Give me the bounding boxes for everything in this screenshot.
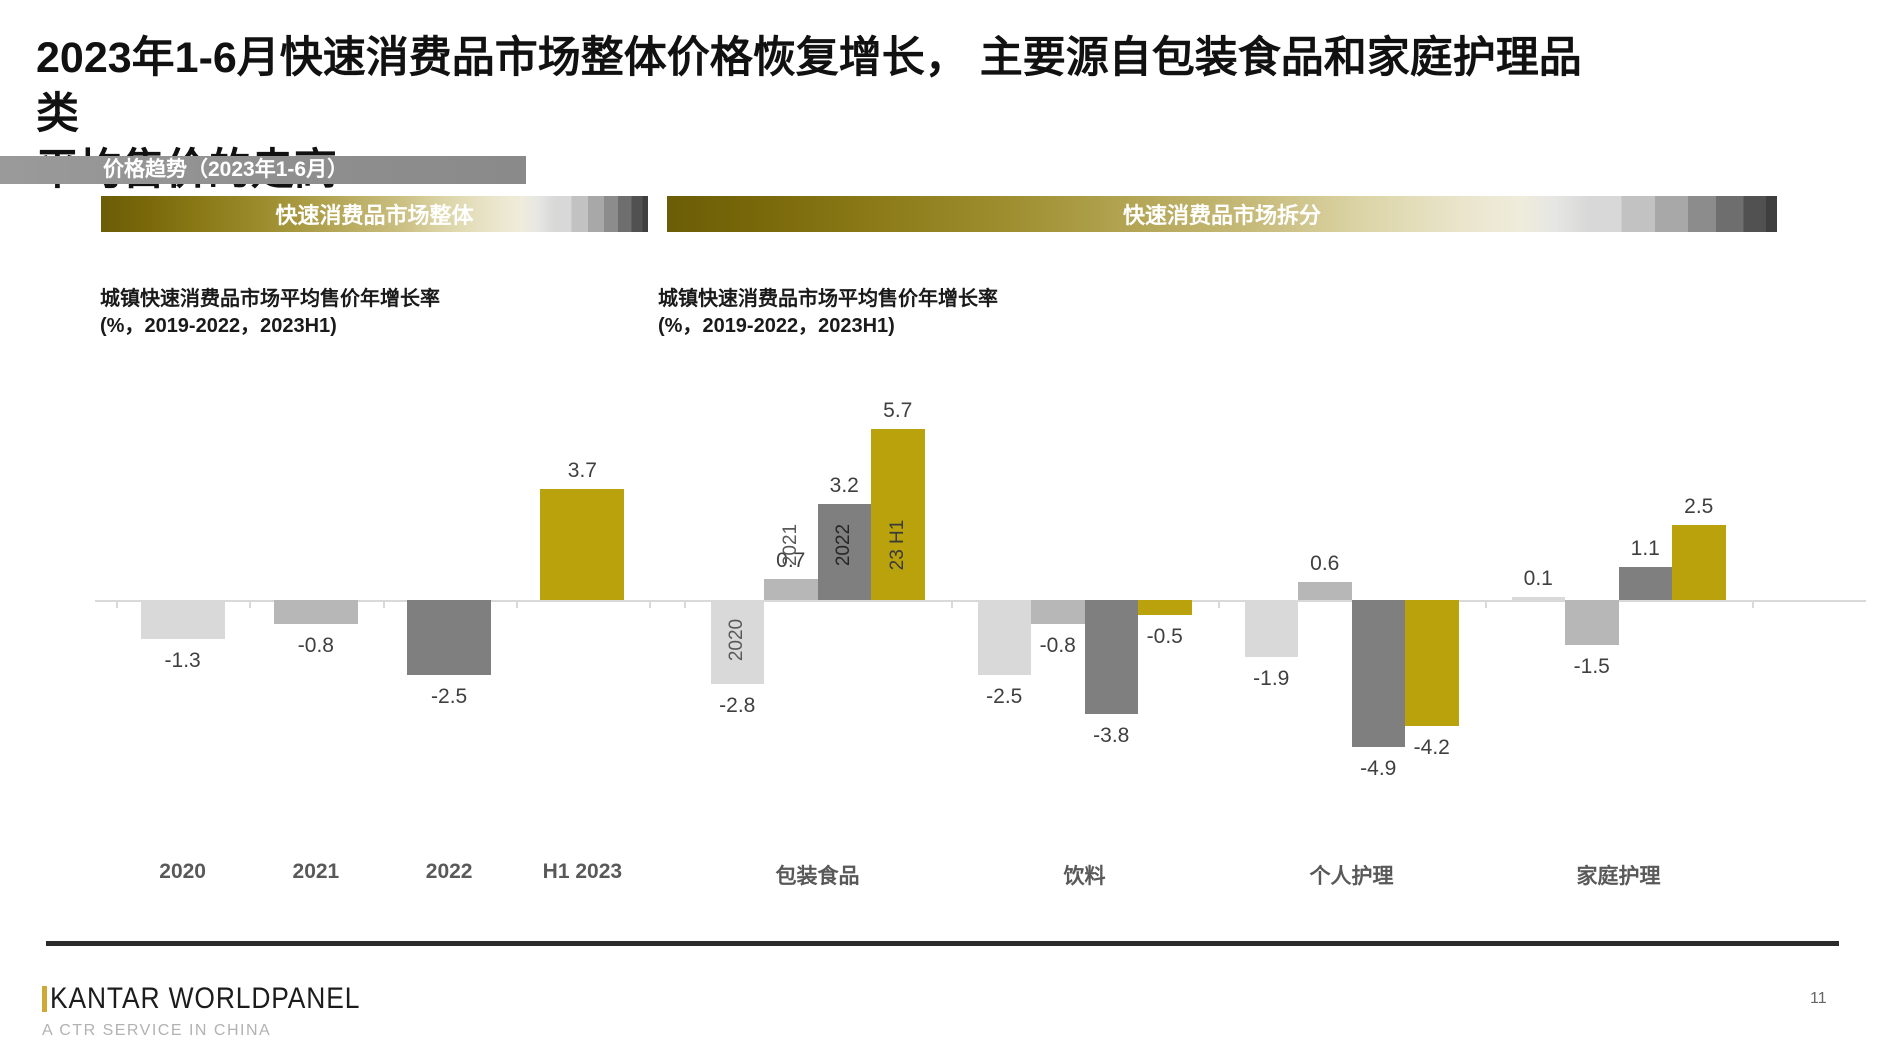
x-axis-line — [95, 600, 655, 602]
axis-tick — [1752, 600, 1754, 608]
category-label: 饮料 — [1063, 865, 1106, 888]
bar — [1298, 582, 1352, 600]
value-label: -2.5 — [431, 685, 468, 708]
axis-tick — [951, 600, 953, 608]
banner-overall-market-label: 快速消费品市场整体 — [275, 203, 474, 228]
axis-tick — [116, 600, 118, 608]
chart-overall-market: 2020 -1.3 2021 -0.8 2022 -2.5 H1 2023 3.7 — [95, 340, 655, 900]
bar-series-label: 23 H1 — [886, 519, 908, 571]
chart-overall-subtitle-line2: (%，2019-2022，2023H1) — [100, 315, 337, 337]
category-label: 包装食品 — [775, 865, 860, 888]
value-label: 0.1 — [1523, 567, 1553, 590]
value-label: -2.8 — [719, 694, 756, 717]
bar — [1138, 600, 1192, 615]
kantar-logo-subtext: A CTR SERVICE IN CHINA — [42, 1022, 272, 1039]
bar — [407, 600, 492, 675]
chart-overall-subtitle: 城镇快速消费品市场平均售价年增长率 (%，2019-2022，2023H1) — [100, 286, 440, 340]
bar — [977, 600, 1031, 675]
bar — [1511, 597, 1565, 600]
bar-series-label: 2021 — [779, 523, 801, 567]
bar — [1084, 600, 1138, 714]
bar-series-label: 2022 — [833, 523, 855, 567]
category-label: 2022 — [425, 860, 473, 883]
axis-tick — [684, 600, 686, 608]
value-label: 2.5 — [1684, 495, 1714, 518]
value-label: 1.1 — [1630, 537, 1660, 560]
chart-market-split: 包装食品 -2.8 2020 0.7 2021 3.2 2022 5.7 23 H1 饮料 -2.5… — [568, 340, 1866, 900]
bar — [1351, 600, 1405, 747]
value-label: -0.8 — [1039, 634, 1076, 657]
x-axis-line — [568, 600, 1866, 602]
bar — [1618, 567, 1672, 600]
price-trend-banner-label: 价格趋势（2023年1-6月） — [103, 158, 349, 181]
value-label: 0.6 — [1310, 552, 1340, 575]
banner-market-split-label: 快速消费品市场拆分 — [1122, 203, 1321, 228]
chart-split-subtitle-line2: (%，2019-2022，2023H1) — [658, 315, 895, 337]
value-label: -4.9 — [1360, 757, 1397, 780]
banner-overall-market: 快速消费品市场整体 — [101, 196, 648, 232]
value-label: -1.5 — [1573, 655, 1610, 678]
bar — [1031, 600, 1085, 624]
bar — [1672, 525, 1726, 600]
value-label: -2.5 — [986, 685, 1023, 708]
chart-overall-subtitle-line1: 城镇快速消费品市场平均售价年增长率 — [100, 288, 440, 310]
chart-split-subtitle-line1: 城镇快速消费品市场平均售价年增长率 — [658, 288, 998, 310]
value-label: -1.9 — [1253, 667, 1290, 690]
kantar-logo-text: KANTAR WORLDPANEL — [50, 982, 361, 1015]
axis-tick — [249, 600, 252, 608]
value-label: -3.8 — [1093, 724, 1130, 747]
value-label: -0.8 — [297, 634, 334, 657]
price-trend-banner: 价格趋势（2023年1-6月） — [0, 156, 526, 184]
category-label: 2021 — [292, 860, 340, 883]
banner-market-split: 快速消费品市场拆分 — [667, 196, 1777, 232]
axis-tick — [382, 600, 385, 608]
bar — [871, 429, 925, 600]
axis-tick — [515, 600, 518, 608]
bar — [540, 489, 625, 600]
bar — [1244, 600, 1298, 657]
value-label: -4.2 — [1413, 736, 1450, 759]
bar — [1405, 600, 1459, 726]
chart-split-subtitle: 城镇快速消费品市场平均售价年增长率 (%，2019-2022，2023H1) — [658, 286, 998, 340]
value-label: 3.2 — [829, 474, 859, 497]
bar — [273, 600, 358, 624]
value-label: -0.5 — [1146, 625, 1183, 648]
bar — [817, 504, 871, 600]
bar-series-label: 2020 — [726, 618, 748, 662]
category-label: H1 2023 — [542, 860, 623, 883]
footer-divider — [46, 941, 1839, 946]
category-label: 2020 — [159, 860, 206, 883]
axis-tick — [1485, 600, 1487, 608]
bar — [710, 600, 764, 684]
category-label: 个人护理 — [1309, 865, 1394, 888]
value-label: 5.7 — [883, 399, 913, 422]
bar — [1565, 600, 1619, 645]
value-label: -1.3 — [164, 649, 201, 672]
page-number: 11 — [1810, 990, 1827, 1007]
kantar-logo: KANTAR WORLDPANEL — [42, 982, 403, 1016]
value-label: 0.7 — [776, 549, 806, 572]
value-label: 3.7 — [567, 459, 597, 482]
bar — [140, 600, 225, 639]
bar — [764, 579, 818, 600]
axis-tick — [1218, 600, 1220, 608]
axis-tick — [649, 600, 651, 608]
kantar-logo-gold-bar-icon — [42, 986, 47, 1012]
category-label: 家庭护理 — [1576, 865, 1661, 888]
page-title-line1: 2023年1-6月快速消费品市场整体价格恢复增长， 主要源自包装食品和家庭护理品… — [36, 34, 1582, 138]
